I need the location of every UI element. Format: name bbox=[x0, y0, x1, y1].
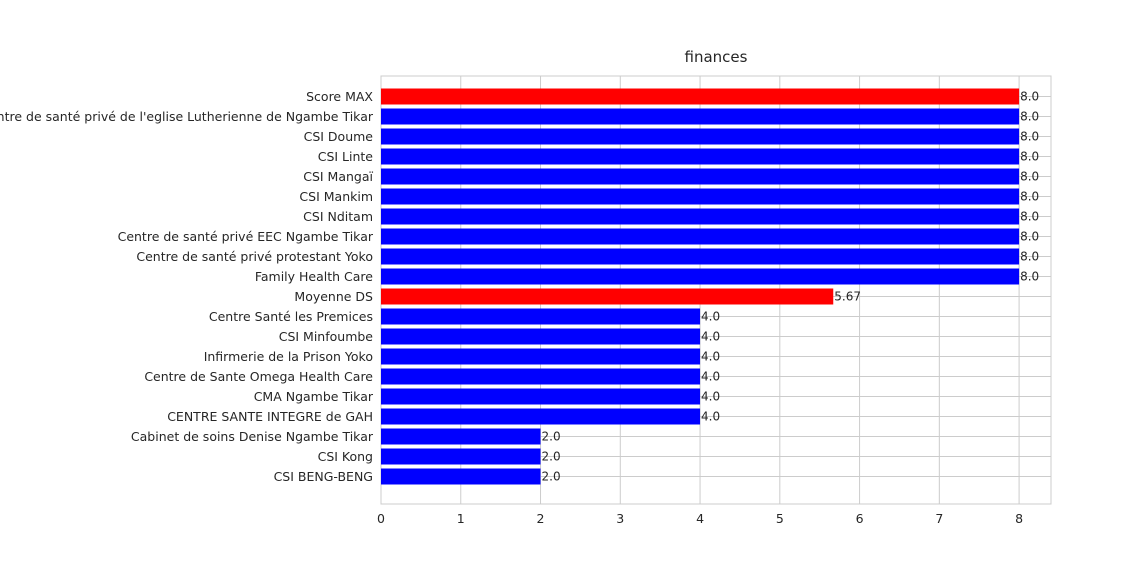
value-label: 4.0 bbox=[701, 330, 720, 344]
category-label: Moyenne DS bbox=[294, 289, 373, 304]
bar bbox=[381, 208, 1020, 225]
x-tick-label: 2 bbox=[537, 511, 545, 526]
category-label: CSI Doume bbox=[304, 129, 374, 144]
category-label: Score MAX bbox=[306, 89, 373, 104]
category-label: CMA Ngambe Tikar bbox=[254, 389, 374, 404]
bar bbox=[381, 468, 541, 485]
bar bbox=[381, 148, 1020, 165]
bar bbox=[381, 368, 701, 385]
value-label: 4.0 bbox=[701, 370, 720, 384]
category-label: Infirmerie de la Prison Yoko bbox=[204, 349, 373, 364]
value-label: 8.0 bbox=[1020, 170, 1039, 184]
category-label: CENTRE SANTE INTEGRE de GAH bbox=[167, 409, 373, 424]
x-tick-label: 4 bbox=[696, 511, 704, 526]
category-label: Centre de santé privé EEC Ngambe Tikar bbox=[118, 229, 374, 244]
bar bbox=[381, 228, 1020, 245]
category-label: CSI Linte bbox=[318, 149, 374, 164]
value-labels: 8.0 8.0 8.0 8.0 8.0 8.0 8.0 8.0 8.0 8.0 5.67 4.0 4.0… bbox=[542, 90, 1040, 484]
bar bbox=[381, 288, 834, 305]
bar bbox=[381, 408, 701, 425]
x-tick-label: 8 bbox=[1015, 511, 1023, 526]
value-label: 4.0 bbox=[701, 410, 720, 424]
category-label: Family Health Care bbox=[255, 269, 373, 284]
bar bbox=[381, 108, 1020, 125]
x-tick-label: 5 bbox=[776, 511, 784, 526]
bar bbox=[381, 248, 1020, 265]
value-label: 8.0 bbox=[1020, 270, 1039, 284]
value-label: 4.0 bbox=[701, 350, 720, 364]
bar bbox=[381, 188, 1020, 205]
x-tick-label: 3 bbox=[616, 511, 624, 526]
category-label: CSI Mankim bbox=[299, 189, 373, 204]
bar bbox=[381, 128, 1020, 145]
bar bbox=[381, 308, 701, 325]
bar bbox=[381, 328, 701, 345]
bar bbox=[381, 348, 701, 365]
chart-title: finances bbox=[685, 48, 748, 66]
bar bbox=[381, 448, 541, 465]
value-label: 8.0 bbox=[1020, 230, 1039, 244]
bar bbox=[381, 88, 1020, 105]
category-label: CSI Mangaï bbox=[303, 169, 373, 184]
value-label: 8.0 bbox=[1020, 110, 1039, 124]
x-tick-label: 1 bbox=[457, 511, 465, 526]
category-label: Cabinet de soins Denise Ngambe Tikar bbox=[131, 429, 374, 444]
bar bbox=[381, 268, 1020, 285]
x-tick-label: 7 bbox=[935, 511, 943, 526]
category-label: Centre Santé les Premices bbox=[209, 309, 373, 324]
value-label: 8.0 bbox=[1020, 250, 1039, 264]
value-label: 8.0 bbox=[1020, 150, 1039, 164]
value-label: 4.0 bbox=[701, 390, 720, 404]
category-label: CSI Kong bbox=[318, 449, 373, 464]
value-label: 8.0 bbox=[1020, 190, 1039, 204]
category-label: CSI Nditam bbox=[303, 209, 373, 224]
category-label: Centre de santé privé protestant Yoko bbox=[136, 249, 373, 264]
category-label: Centre de Sante Omega Health Care bbox=[144, 369, 373, 384]
x-axis-tick-labels: 0 1 2 3 4 5 6 7 8 bbox=[377, 511, 1023, 526]
bar bbox=[381, 168, 1020, 185]
bars-group bbox=[381, 88, 1020, 485]
value-label: 2.0 bbox=[542, 470, 561, 484]
value-label: 2.0 bbox=[542, 450, 561, 464]
value-label: 8.0 bbox=[1020, 130, 1039, 144]
value-label: 8.0 bbox=[1020, 210, 1039, 224]
x-tick-label: 0 bbox=[377, 511, 385, 526]
category-label: CSI Minfoumbe bbox=[279, 329, 374, 344]
value-label: 8.0 bbox=[1020, 90, 1039, 104]
category-labels: Score MAX Centre de santé privé de l'egli… bbox=[0, 89, 374, 484]
bar bbox=[381, 388, 701, 405]
value-label: 4.0 bbox=[701, 310, 720, 324]
category-label: CSI BENG-BENG bbox=[274, 469, 373, 484]
bar bbox=[381, 428, 541, 445]
x-tick-label: 6 bbox=[856, 511, 864, 526]
value-label: 5.67 bbox=[834, 290, 861, 304]
category-label: Centre de santé privé de l'eglise Luther… bbox=[0, 109, 374, 124]
value-label: 2.0 bbox=[542, 430, 561, 444]
